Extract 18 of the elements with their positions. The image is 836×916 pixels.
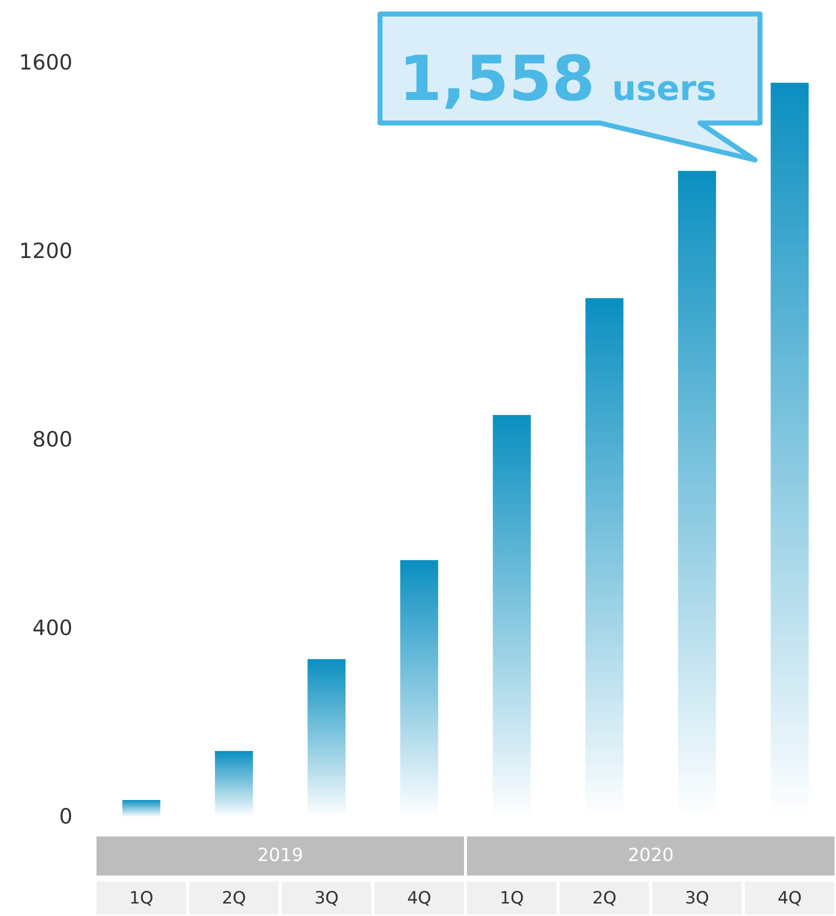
x-tick-label: 4Q (778, 888, 802, 908)
x-tick-label: 3Q (314, 888, 339, 908)
y-tick-label: 0 (59, 804, 72, 828)
annotation: 1,558 users (398, 42, 717, 115)
y-tick-label: 400 (32, 616, 72, 640)
y-tick-label: 1200 (19, 239, 72, 263)
x-tick-label: 1Q (500, 888, 524, 908)
x-tick-label: 4Q (407, 888, 432, 908)
x-tick-label: 3Q (684, 888, 710, 908)
y-tick-label: 1600 (19, 50, 72, 74)
text: 2020 (628, 845, 674, 866)
x-tick-label: 2Q (222, 888, 246, 908)
text: 2019 (257, 845, 304, 866)
bar (122, 800, 160, 817)
y-tick-label: 800 (32, 428, 72, 452)
x-tick-label: 2Q (592, 888, 617, 908)
bar (214, 751, 253, 817)
x-tick-label: 1Q (129, 888, 154, 908)
